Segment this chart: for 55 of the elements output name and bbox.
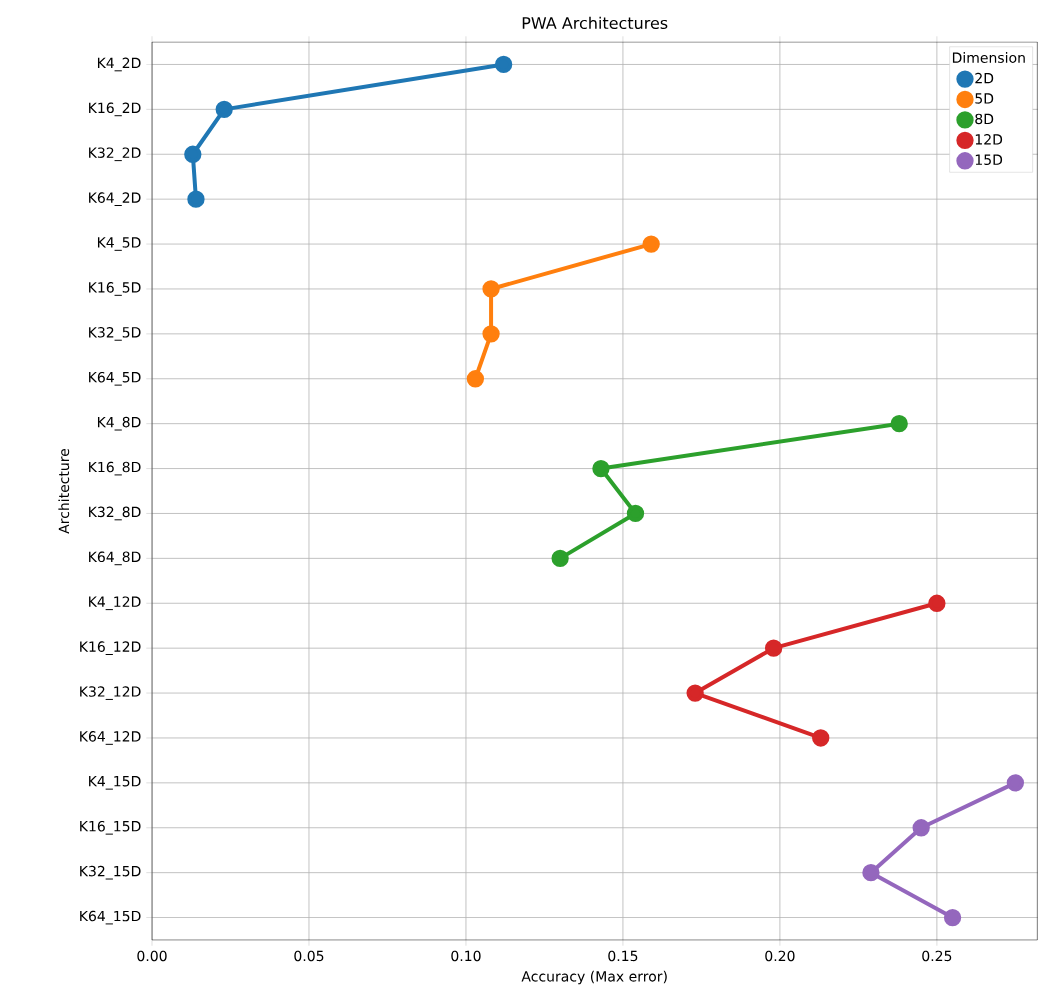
point xyxy=(764,639,783,657)
x-tick-label: 0.20 xyxy=(765,950,795,962)
y-tick-label: K32_2D xyxy=(89,147,141,162)
point xyxy=(215,100,233,119)
legend-label: 15D xyxy=(975,154,1003,166)
y-tick-label: K4_2D xyxy=(97,57,141,72)
y-tick-label: K16_5D xyxy=(89,282,141,296)
point xyxy=(943,908,962,927)
y-tick-label: K64_2D xyxy=(89,192,141,207)
point xyxy=(482,325,500,343)
point xyxy=(466,370,485,388)
point xyxy=(482,280,500,298)
x-tick-label: 0.25 xyxy=(922,950,952,962)
legend-label: 2D xyxy=(975,72,994,84)
y-tick-label: K16_12D xyxy=(80,641,141,656)
legend-label: 8D xyxy=(975,113,994,125)
y-tick-label: K4_15D xyxy=(89,776,141,790)
point xyxy=(187,190,205,208)
x-tick-label: 0.05 xyxy=(294,950,324,962)
y-tick-label: K32_8D xyxy=(89,506,141,521)
y-tick-label: K16_8D xyxy=(89,461,141,476)
legend-title: Dimension xyxy=(952,52,1025,63)
chart-title: PWA Architectures xyxy=(522,16,668,30)
x-tick-label: 0.15 xyxy=(608,950,638,962)
point xyxy=(494,55,513,74)
y-tick-label: K32_15D xyxy=(80,865,141,880)
y-tick-label: K4_8D xyxy=(97,416,141,431)
y-axis-title: Architecture xyxy=(58,448,70,534)
point xyxy=(551,549,569,568)
y-tick-label: K64_15D xyxy=(80,910,141,925)
point xyxy=(184,145,202,163)
legend-label: 12D xyxy=(975,134,1003,145)
y-tick-label: K16_15D xyxy=(80,820,141,835)
point xyxy=(1006,774,1025,792)
point xyxy=(642,235,660,253)
point xyxy=(890,414,908,433)
y-tick-label: K64_12D xyxy=(80,731,141,745)
point xyxy=(812,729,830,747)
point xyxy=(592,459,610,478)
point xyxy=(862,864,880,882)
y-tick-label: K32_12D xyxy=(80,686,141,700)
y-tick-label: K32_5D xyxy=(89,327,141,341)
y-tick-label: K4_5D xyxy=(97,237,141,251)
point xyxy=(626,504,645,523)
y-tick-label: K16_2D xyxy=(89,102,141,117)
point xyxy=(686,684,704,702)
point xyxy=(912,819,930,837)
y-tick-label: K4_12D xyxy=(89,596,141,611)
y-tick-label: K64_5D xyxy=(89,371,141,386)
y-tick-label: K64_8D xyxy=(89,551,141,566)
x-axis-title: Accuracy (Max error) xyxy=(521,970,667,985)
x-tick-label: 0.10 xyxy=(451,950,481,962)
x-tick-label: 0.00 xyxy=(137,950,167,962)
legend-label: 5D xyxy=(975,93,994,104)
point xyxy=(928,594,946,612)
